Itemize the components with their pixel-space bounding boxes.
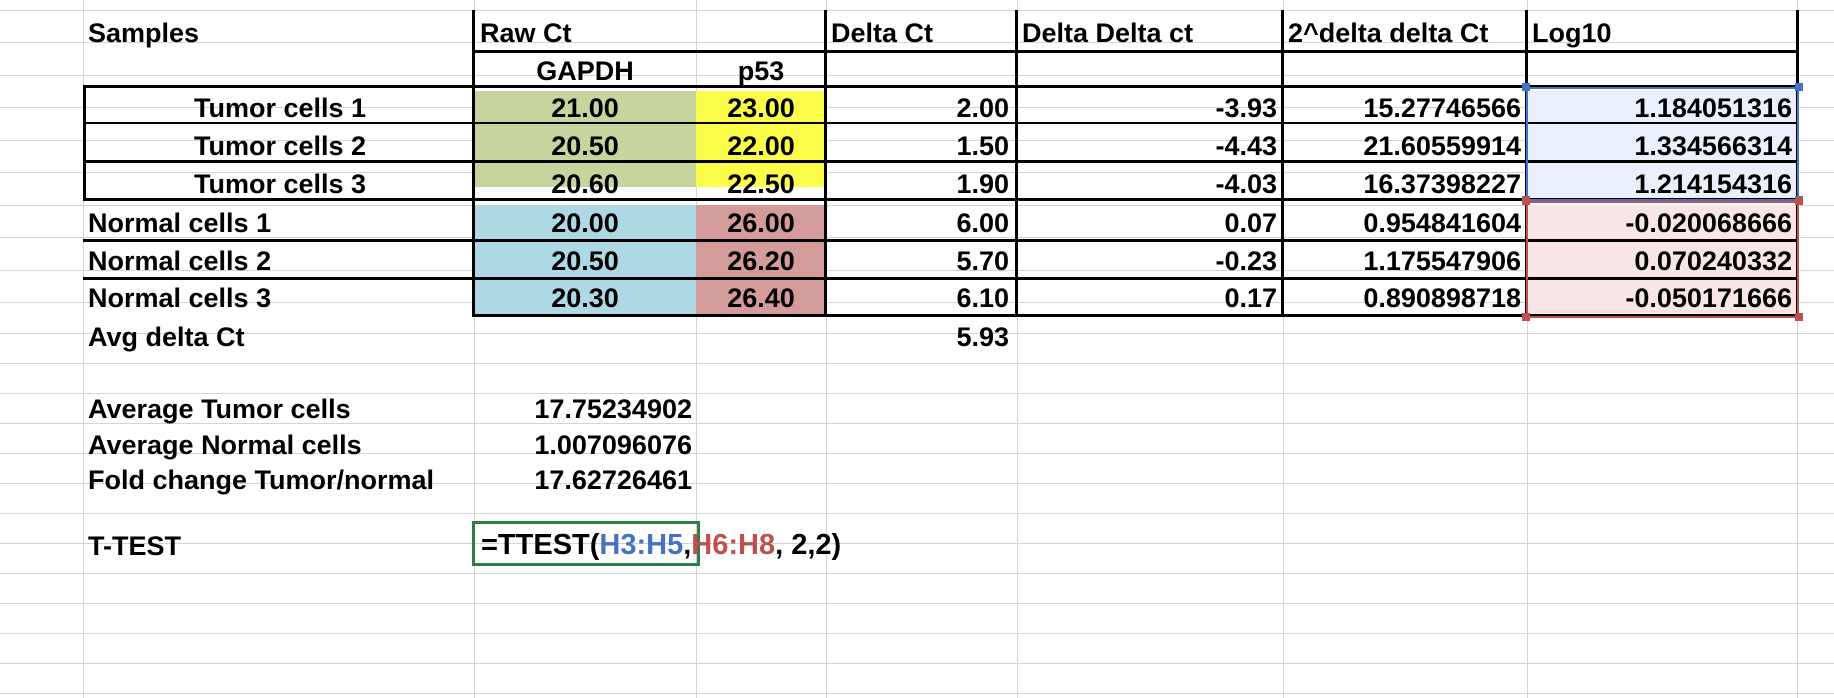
gapdh-tumor-fill — [474, 91, 696, 187]
two-pow-cell[interactable]: 1.175547906 — [1363, 246, 1521, 276]
fold-change-label[interactable]: Fold change Tumor/normal — [88, 465, 435, 495]
range-handle-icon[interactable] — [1795, 83, 1803, 91]
p53-cell[interactable]: 26.40 — [727, 283, 795, 313]
range-highlight-blue[interactable] — [1526, 87, 1799, 201]
avg-delta-ct-value[interactable]: 5.93 — [956, 322, 1009, 352]
delta-ct-cell[interactable]: 5.70 — [956, 246, 1009, 276]
sample-name[interactable]: Tumor cells 3 — [193, 169, 367, 199]
sample-name[interactable]: Normal cells 1 — [88, 208, 272, 238]
formula-range-blue: H3:H5 — [599, 529, 684, 561]
log10-header: Log10 — [1532, 18, 1612, 48]
two-pow-cell[interactable]: 21.60559914 — [1363, 131, 1521, 161]
two-pow-cell[interactable]: 0.890898718 — [1363, 283, 1521, 313]
two-pow-cell[interactable]: 15.27746566 — [1363, 93, 1521, 123]
log-normal-range — [1527, 205, 1797, 315]
log10-cell[interactable]: 0.070240332 — [1634, 246, 1792, 276]
range-handle-icon[interactable] — [1795, 313, 1803, 321]
gapdh-cell[interactable]: 20.30 — [551, 283, 619, 313]
average-normal-value[interactable]: 1.007096076 — [534, 430, 692, 460]
avg-delta-ct-label[interactable]: Avg delta Ct — [88, 322, 245, 352]
delta-ct-cell[interactable]: 6.00 — [956, 208, 1009, 238]
gapdh-header: GAPDH — [536, 56, 634, 86]
log10-cell[interactable]: 1.334566314 — [1634, 131, 1792, 161]
average-tumor-label[interactable]: Average Tumor cells — [88, 394, 351, 424]
fold-change-value[interactable]: 17.62726461 — [534, 465, 692, 495]
gapdh-cell[interactable]: 20.50 — [551, 246, 619, 276]
formula-prefix: =TTEST( — [481, 529, 600, 561]
formula-comma: , — [683, 529, 692, 561]
two-pow-cell[interactable]: 0.954841604 — [1363, 208, 1521, 238]
gapdh-normal-fill — [474, 205, 696, 315]
p53-cell[interactable]: 22.00 — [727, 131, 795, 161]
log10-cell[interactable]: 1.184051316 — [1634, 93, 1792, 123]
gapdh-cell[interactable]: 20.50 — [551, 131, 619, 161]
p53-header: p53 — [737, 56, 785, 86]
p53-normal-fill — [696, 205, 826, 315]
delta-ct-cell[interactable]: 1.50 — [956, 131, 1009, 161]
delta-delta-ct-cell[interactable]: -0.23 — [1215, 246, 1277, 276]
delta-delta-ct-cell[interactable]: 0.17 — [1224, 283, 1277, 313]
delta-ct-header: Delta Ct — [831, 18, 934, 48]
samples-header: Samples — [88, 18, 200, 48]
delta-delta-ct-cell[interactable]: -4.43 — [1215, 131, 1277, 161]
delta-ct-cell[interactable]: 6.10 — [956, 283, 1009, 313]
sample-name[interactable]: Normal cells 3 — [88, 283, 272, 313]
delta-ct-cell[interactable]: 2.00 — [956, 93, 1009, 123]
sample-name[interactable]: Normal cells 2 — [88, 246, 272, 276]
delta-delta-ct-cell[interactable]: -3.93 — [1215, 93, 1277, 123]
average-normal-label[interactable]: Average Normal cells — [88, 430, 362, 460]
log-tumor-range — [1527, 91, 1797, 198]
delta-delta-ct-cell[interactable]: 0.07 — [1224, 208, 1277, 238]
range-handle-icon[interactable] — [1522, 197, 1530, 205]
p53-cell[interactable]: 26.20 — [727, 246, 795, 276]
p53-cell[interactable]: 26.00 — [727, 208, 795, 238]
p53-cell[interactable]: 22.50 — [727, 169, 795, 199]
delta-delta-ct-header: Delta Delta ct — [1022, 18, 1194, 48]
formula-range-red: H6:H8 — [691, 529, 776, 561]
ttest-label[interactable]: T-TEST — [88, 531, 181, 561]
delta-ct-cell[interactable]: 1.90 — [956, 169, 1009, 199]
gapdh-cell[interactable]: 20.00 — [551, 208, 619, 238]
formula-suffix: , 2,2) — [775, 529, 842, 561]
two-pow-header: 2^delta delta Ct — [1288, 18, 1489, 48]
raw-ct-header: Raw Ct — [480, 18, 572, 48]
range-handle-icon[interactable] — [1522, 83, 1530, 91]
range-highlight-red[interactable] — [1526, 201, 1799, 318]
log10-cell[interactable]: -0.050171666 — [1625, 283, 1792, 313]
range-handle-icon[interactable] — [1522, 313, 1530, 321]
sample-name[interactable]: Tumor cells 2 — [193, 131, 367, 161]
formula-editor[interactable]: =TTEST(H3:H5,H6:H8, 2,2) — [481, 531, 841, 560]
p53-tumor-fill — [696, 91, 826, 187]
log10-cell[interactable]: -0.020068666 — [1625, 208, 1792, 238]
active-cell-selection[interactable] — [472, 521, 700, 566]
gapdh-cell[interactable]: 20.60 — [551, 169, 619, 199]
average-tumor-value[interactable]: 17.75234902 — [534, 394, 692, 424]
log10-cell[interactable]: 1.214154316 — [1634, 169, 1792, 199]
delta-delta-ct-cell[interactable]: -4.03 — [1215, 169, 1277, 199]
sample-name[interactable]: Tumor cells 1 — [193, 93, 367, 123]
two-pow-cell[interactable]: 16.37398227 — [1363, 169, 1521, 199]
gapdh-cell[interactable]: 21.00 — [551, 93, 619, 123]
p53-cell[interactable]: 23.00 — [727, 93, 795, 123]
range-handle-icon[interactable] — [1795, 197, 1803, 205]
